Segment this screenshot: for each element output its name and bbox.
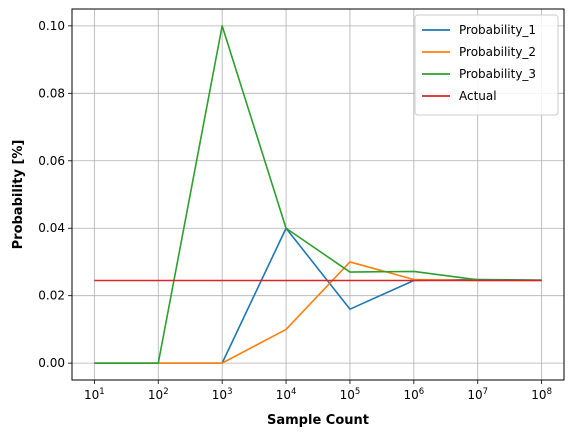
y-tick-label: 0.04: [38, 221, 65, 235]
x-tick-label: 107: [467, 387, 488, 402]
x-axis-title: Sample Count: [267, 413, 369, 428]
legend-label: Probability_2: [459, 45, 536, 59]
plot-frame: [71, 8, 565, 381]
legend-label: Probability_3: [459, 67, 536, 81]
series-line-probability-3: [94, 25, 542, 364]
x-tick-label: 104: [276, 387, 297, 402]
legend-label: Probability_1: [459, 23, 536, 37]
x-tick-label: 102: [148, 387, 169, 402]
x-tick-label: 105: [340, 387, 361, 402]
y-tick-label: 0.02: [38, 289, 65, 303]
y-tick-label: 0.06: [38, 154, 65, 168]
legend-box: [414, 14, 559, 116]
x-tick-label: 101: [84, 387, 105, 402]
y-tick-label: 0.10: [38, 19, 65, 33]
series-lines: [94, 25, 542, 364]
legend-label: Actual: [459, 89, 497, 103]
y-axis-title: Probability [%]: [11, 140, 26, 250]
x-tick-label: 108: [531, 387, 552, 402]
y-tick-label: 0.00: [38, 356, 65, 370]
x-tick-label: 106: [403, 387, 424, 402]
x-tick-label: 103: [212, 387, 233, 402]
y-tick-label: 0.08: [38, 86, 65, 100]
legend: Probability_1 Probability_2 Probability_3 A…: [414, 14, 559, 116]
axis-ticks: 101 102 103 104 105 106 107 108 0.00 0.02 0.04 0.06…: [38, 19, 552, 402]
